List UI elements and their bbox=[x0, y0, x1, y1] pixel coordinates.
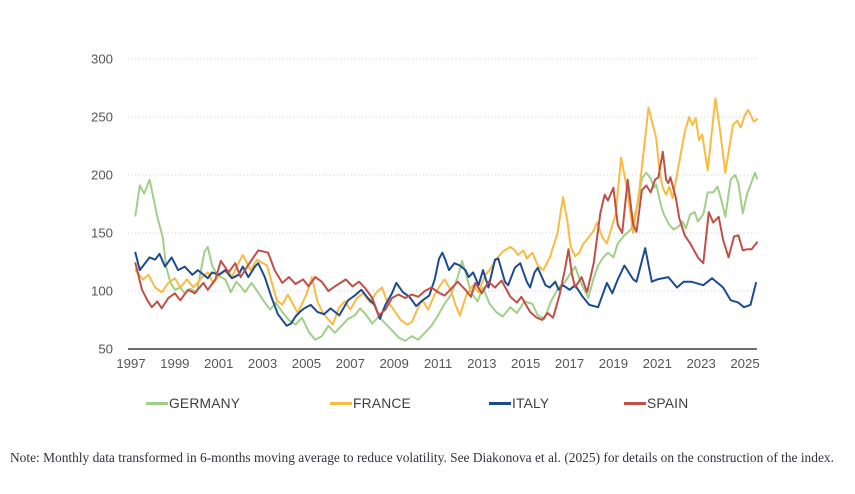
svg-text:200: 200 bbox=[91, 168, 113, 183]
legend-label-france: FRANCE bbox=[353, 395, 411, 411]
chart-note: Note: Monthly data transformed in 6-mont… bbox=[10, 450, 834, 465]
legend-label-italy: ITALY bbox=[512, 395, 550, 411]
svg-text:50: 50 bbox=[98, 342, 113, 357]
legend-swatch-spain bbox=[624, 401, 646, 405]
svg-text:2025: 2025 bbox=[730, 356, 759, 371]
svg-text:2013: 2013 bbox=[467, 356, 496, 371]
chart-legend: GERMANY FRANCE ITALY SPAIN bbox=[0, 393, 855, 413]
svg-text:2001: 2001 bbox=[204, 356, 233, 371]
svg-text:2019: 2019 bbox=[599, 356, 628, 371]
svg-text:2011: 2011 bbox=[424, 356, 452, 371]
svg-text:2023: 2023 bbox=[686, 356, 715, 371]
legend-item-germany: GERMANY bbox=[146, 393, 240, 413]
svg-text:2007: 2007 bbox=[336, 356, 365, 371]
legend-swatch-france bbox=[330, 401, 352, 405]
svg-text:1997: 1997 bbox=[116, 356, 145, 371]
svg-text:2021: 2021 bbox=[643, 356, 672, 371]
legend-item-spain: SPAIN bbox=[624, 393, 688, 413]
legend-label-spain: SPAIN bbox=[647, 395, 689, 411]
svg-text:2017: 2017 bbox=[555, 356, 584, 371]
svg-text:1999: 1999 bbox=[160, 356, 189, 371]
legend-label-germany: GERMANY bbox=[169, 395, 241, 411]
legend-swatch-germany bbox=[146, 401, 168, 405]
legend-item-france: FRANCE bbox=[330, 393, 411, 413]
line-chart: 50 100 150 200 250 300 1997 1999 2001 2003 2005 200… bbox=[91, 52, 760, 371]
svg-text:250: 250 bbox=[91, 110, 113, 125]
legend-swatch-italy bbox=[489, 401, 511, 405]
svg-text:2003: 2003 bbox=[248, 356, 277, 371]
svg-text:2009: 2009 bbox=[379, 356, 408, 371]
svg-text:100: 100 bbox=[91, 284, 113, 299]
svg-text:150: 150 bbox=[91, 226, 113, 241]
svg-text:2005: 2005 bbox=[292, 356, 321, 371]
svg-text:300: 300 bbox=[91, 52, 113, 67]
svg-text:2015: 2015 bbox=[511, 356, 540, 371]
legend-item-italy: ITALY bbox=[489, 393, 549, 413]
